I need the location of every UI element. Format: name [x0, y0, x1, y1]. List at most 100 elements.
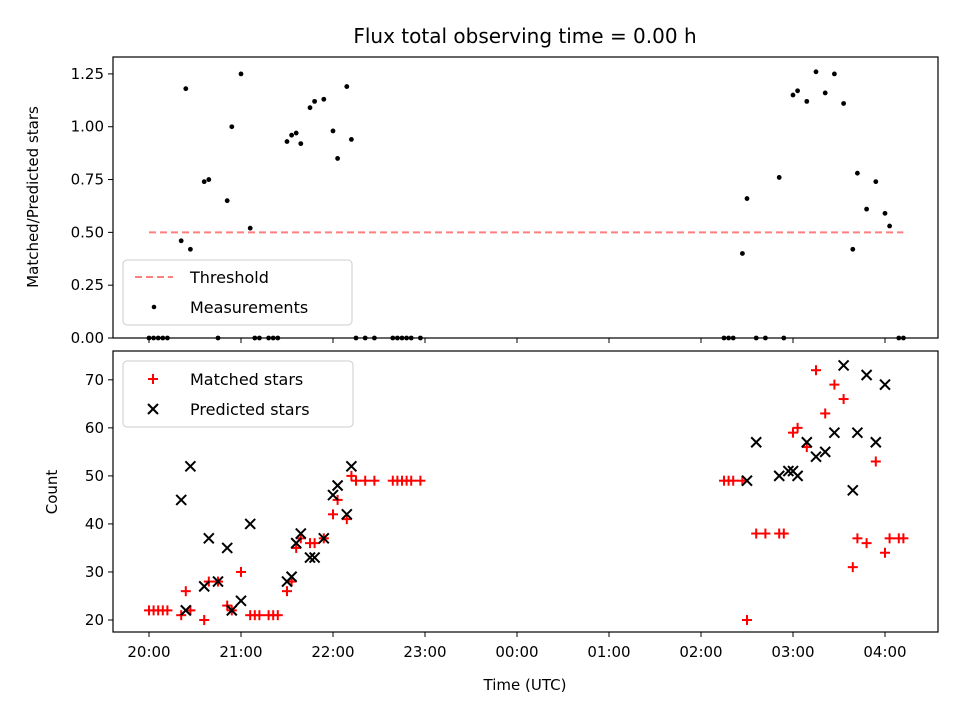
- measurement-point: [247, 225, 253, 231]
- measurement-point: [790, 92, 796, 98]
- matched-star-point: [852, 533, 863, 544]
- predicted-star-point: [837, 359, 850, 372]
- matched-star-point: [351, 475, 361, 486]
- matched-star-point: [328, 509, 338, 520]
- top-plot-area: 0.00 0.25 0.50 0.75 1.00 1.25: [71, 65, 906, 347]
- matched-star-point: [861, 538, 872, 549]
- matched-star-point: [406, 475, 417, 486]
- predicted-star-point: [773, 470, 785, 482]
- predicted-star-point: [801, 436, 813, 448]
- measurement-point: [229, 124, 235, 130]
- measurement-point: [330, 128, 336, 134]
- matched-star-point: [801, 442, 812, 453]
- predicted-star-point: [741, 474, 753, 487]
- measurement-point: [887, 223, 892, 229]
- measurement-point: [804, 98, 810, 104]
- measurement-point: [813, 69, 819, 75]
- measurement-point: [864, 206, 869, 212]
- matched-star-point: [282, 586, 292, 597]
- matched-star-point: [346, 470, 357, 481]
- matched-stars-legend-label: Matched stars: [190, 370, 303, 389]
- predicted-star-point: [828, 426, 841, 439]
- bottom-x-tick-label: 00:00: [495, 643, 538, 661]
- bottom-y-tick-label: 30: [85, 563, 104, 581]
- predicted-star-point: [198, 580, 210, 593]
- bottom-y-tick-label: 40: [85, 515, 104, 533]
- predicted-star-point: [285, 571, 298, 583]
- matched-star-point: [742, 614, 752, 625]
- matched-star-point: [820, 408, 831, 419]
- measurement-point: [882, 210, 888, 216]
- matched-star-point: [360, 475, 371, 486]
- predicted-star-point: [226, 604, 238, 617]
- bottom-y-tick-label: 60: [85, 419, 104, 437]
- predicted-star-point: [304, 551, 316, 564]
- measurements-legend-label: Measurements: [190, 298, 308, 317]
- matched-star-point: [341, 514, 352, 525]
- matched-star-point: [870, 456, 881, 467]
- measurement-point: [178, 238, 184, 244]
- matched-star-point: [180, 586, 191, 597]
- measurement-point: [224, 198, 230, 204]
- measurement-point: [188, 246, 193, 252]
- measurements-legend-swatch: [151, 304, 157, 310]
- bottom-y-tick-label: 20: [85, 611, 104, 629]
- top-legend: Threshold Measurements: [122, 259, 353, 326]
- bottom-y-axis-label: Count: [43, 470, 61, 515]
- top-y-axis-label: Matched/Predicted stars: [24, 106, 42, 288]
- measurement-point: [795, 88, 800, 94]
- predicted-star-point: [175, 494, 187, 506]
- matched-star-point: [811, 365, 821, 376]
- predicted-star-point: [819, 446, 831, 458]
- bottom-x-tick-label: 01:00: [587, 643, 630, 661]
- measurement-point: [312, 98, 317, 104]
- bottom-x-tick-label: 20:00: [127, 643, 170, 661]
- predicted-star-point: [184, 460, 197, 472]
- matched-star-point: [880, 547, 890, 558]
- matched-star-point: [792, 422, 803, 433]
- bottom-axes-frame: [112, 350, 939, 633]
- bottom-x-tick-label: 03:00: [771, 643, 814, 661]
- predicted-star-point: [879, 378, 891, 391]
- measurement-point: [744, 196, 750, 201]
- top-y-tick-label: 1.25: [71, 65, 104, 83]
- predicted-star-point: [308, 551, 321, 564]
- predicted-star-point: [221, 542, 233, 554]
- bottom-legend: Matched stars Predicted stars: [122, 360, 354, 428]
- matched-star-point: [199, 614, 210, 625]
- matched-star-point: [788, 427, 798, 438]
- measurement-point: [183, 86, 189, 92]
- measurement-point: [349, 136, 354, 142]
- predicted-star-point: [235, 595, 247, 607]
- measurement-point: [293, 130, 299, 136]
- measurement-point: [832, 71, 837, 77]
- measurement-point: [335, 156, 340, 161]
- predicted-star-point: [331, 479, 344, 492]
- measurement-point: [873, 179, 879, 185]
- measurement-point: [855, 170, 860, 176]
- predicted-stars-legend-swatch: [147, 403, 159, 415]
- predicted-star-point: [851, 426, 864, 439]
- measurement-point: [289, 132, 294, 138]
- measurement-point: [822, 90, 828, 96]
- matched-star-point: [829, 379, 840, 390]
- measurement-point: [776, 175, 782, 180]
- measurement-point: [284, 139, 290, 144]
- matched-star-point: [309, 538, 320, 549]
- matched-star-point: [272, 610, 283, 621]
- predicted-star-point: [870, 436, 882, 448]
- predicted-star-point: [203, 532, 215, 545]
- matched-star-point: [898, 533, 909, 544]
- predicted-star-point: [345, 460, 358, 472]
- predicted-star-point: [212, 575, 224, 588]
- measurement-point: [201, 179, 207, 185]
- predicted-star-point: [860, 369, 873, 381]
- predicted-star-point: [318, 532, 330, 545]
- matched-star-point: [751, 528, 762, 539]
- predicted-star-point: [180, 604, 192, 617]
- bottom-x-tick-label: 21:00: [219, 643, 262, 661]
- bottom-x-tick-label: 23:00: [403, 643, 446, 661]
- bottom-x-tick-label: 02:00: [679, 643, 722, 661]
- predicted-stars-legend-label: Predicted stars: [190, 400, 310, 419]
